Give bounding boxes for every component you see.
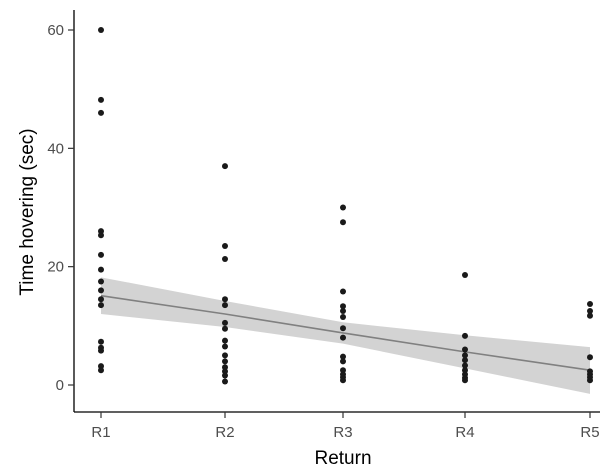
data-point: [462, 357, 468, 364]
x-ticks: R1 R2 R3 R4 R5: [91, 412, 600, 441]
data-point: [587, 312, 593, 319]
x-tick-label: R5: [580, 424, 599, 441]
data-point: [222, 319, 228, 326]
trend-line: [100, 294, 591, 371]
data-point: [587, 308, 593, 315]
data-point: [462, 352, 468, 359]
data-point: [222, 337, 228, 344]
data-point: [340, 377, 346, 384]
data-points-layer: [98, 27, 593, 385]
data-point: [462, 362, 468, 369]
data-point: [222, 296, 228, 303]
y-ticks: 0 20 40 60: [47, 22, 74, 394]
data-point: [462, 346, 468, 353]
x-tick-label: R1: [91, 424, 110, 441]
data-point: [222, 302, 228, 309]
data-point: [98, 367, 104, 374]
y-tick-label: 0: [56, 377, 64, 394]
data-point: [222, 364, 228, 371]
data-point: [462, 377, 468, 384]
x-axis-title: Return: [314, 448, 371, 469]
data-point: [222, 352, 228, 359]
data-point: [462, 271, 468, 278]
data-point: [340, 325, 346, 332]
data-point: [222, 368, 228, 375]
data-point: [587, 354, 593, 361]
data-point: [222, 358, 228, 365]
data-point: [222, 343, 228, 350]
data-point: [340, 313, 346, 320]
axes: [73, 10, 600, 413]
data-point: [340, 303, 346, 310]
data-point: [222, 242, 228, 249]
data-point: [340, 288, 346, 295]
y-axis-title: Time hovering (sec): [17, 128, 38, 295]
data-point: [98, 266, 104, 273]
data-point: [98, 232, 104, 239]
data-point: [462, 367, 468, 374]
data-point: [340, 358, 346, 365]
x-tick-label: R2: [215, 424, 234, 441]
data-point: [98, 287, 104, 294]
x-tick-label: R3: [333, 424, 352, 441]
data-point: [222, 325, 228, 332]
data-point: [222, 255, 228, 262]
data-point: [340, 219, 346, 226]
data-point: [98, 363, 104, 370]
data-point: [98, 296, 104, 303]
data-point: [340, 353, 346, 360]
y-tick-label: 20: [47, 259, 64, 276]
data-point: [340, 204, 346, 211]
data-point: [98, 338, 104, 345]
data-point: [340, 367, 346, 374]
data-point: [98, 109, 104, 116]
data-point: [98, 278, 104, 285]
data-point: [98, 302, 104, 309]
data-point: [587, 300, 593, 307]
x-tick-label: R4: [455, 424, 474, 441]
data-point: [222, 372, 228, 379]
data-point: [98, 251, 104, 258]
data-point: [340, 308, 346, 315]
data-point: [340, 334, 346, 341]
trend-line-layer: [100, 294, 591, 371]
data-point: [98, 228, 104, 235]
y-tick-label: 40: [47, 140, 64, 157]
data-point: [462, 332, 468, 339]
data-point: [222, 163, 228, 170]
data-point: [98, 27, 104, 33]
y-tick-label: 60: [47, 22, 64, 39]
data-point: [222, 378, 228, 385]
data-point: [98, 347, 104, 354]
data-point: [587, 377, 593, 384]
data-point: [98, 96, 104, 103]
